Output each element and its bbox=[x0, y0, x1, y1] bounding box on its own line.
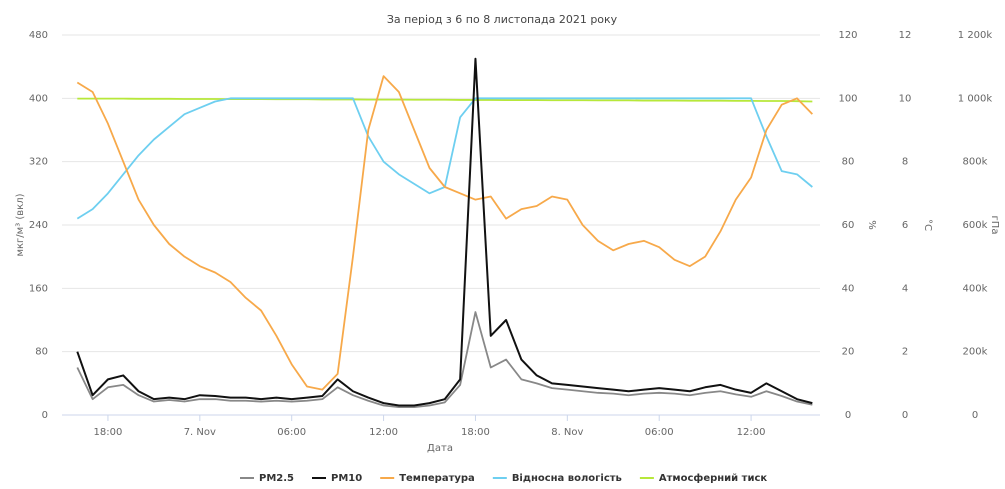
y2-tick-label: 120 bbox=[838, 30, 857, 41]
x-tick-label: 12:00 bbox=[737, 427, 766, 438]
y-tick-label: 480 bbox=[29, 30, 48, 41]
y2-tick-label: 80 bbox=[842, 157, 855, 168]
legend-label[interactable]: PM2.5 bbox=[259, 473, 294, 484]
y4-tick-label: 1 000k bbox=[958, 93, 993, 104]
x-tick-label: 7. Nov bbox=[184, 427, 216, 438]
y2-tick-label: 40 bbox=[842, 283, 855, 294]
legend-label[interactable]: PM10 bbox=[331, 473, 362, 484]
y4-tick-label: 1 200k bbox=[958, 30, 993, 41]
y3-axis-title: °C bbox=[922, 219, 933, 231]
y4-tick-label: 800k bbox=[963, 157, 988, 168]
x-tick-label: 12:00 bbox=[369, 427, 398, 438]
y-tick-label: 80 bbox=[35, 347, 48, 358]
y3-tick-label: 6 bbox=[902, 220, 908, 231]
x-axis-title: Дата bbox=[427, 443, 453, 454]
x-tick-label: 06:00 bbox=[645, 427, 674, 438]
y2-tick-label: 20 bbox=[842, 347, 855, 358]
y-tick-label: 400 bbox=[29, 93, 48, 104]
series-line bbox=[76, 311, 813, 408]
y2-tick-label: 100 bbox=[838, 93, 857, 104]
y-tick-label: 320 bbox=[29, 157, 48, 168]
y-axis-title: мкг/м³ (вкл) bbox=[15, 193, 26, 256]
series-line bbox=[76, 57, 813, 407]
y4-axis-title: гПа bbox=[989, 216, 1000, 235]
y3-tick-label: 8 bbox=[902, 157, 908, 168]
y4-tick-label: 0 bbox=[972, 410, 978, 421]
y-tick-label: 160 bbox=[29, 283, 48, 294]
series-line bbox=[77, 97, 813, 103]
y-tick-label: 0 bbox=[42, 410, 48, 421]
x-tick-label: 8. Nov bbox=[551, 427, 583, 438]
y3-tick-label: 4 bbox=[902, 283, 908, 294]
y3-tick-label: 10 bbox=[899, 93, 912, 104]
series-line bbox=[76, 97, 813, 220]
y4-tick-label: 600k bbox=[963, 220, 988, 231]
y3-tick-label: 0 bbox=[902, 410, 908, 421]
x-tick-label: 18:00 bbox=[94, 427, 123, 438]
legend-label[interactable]: Температура bbox=[399, 473, 475, 484]
y4-tick-label: 200k bbox=[963, 347, 988, 358]
y-tick-label: 240 bbox=[29, 220, 48, 231]
series-line bbox=[76, 75, 813, 391]
y2-tick-label: 0 bbox=[845, 410, 851, 421]
y2-axis-title: % bbox=[866, 220, 877, 230]
y3-tick-label: 2 bbox=[902, 347, 908, 358]
y4-tick-label: 400k bbox=[963, 283, 988, 294]
y2-tick-label: 60 bbox=[842, 220, 855, 231]
x-tick-label: 18:00 bbox=[461, 427, 490, 438]
legend-label[interactable]: Відносна вологість bbox=[512, 473, 622, 484]
y3-tick-label: 12 bbox=[899, 30, 912, 41]
chart-subtitle: За період з 6 по 8 листопада 2021 року bbox=[387, 13, 618, 26]
legend-label[interactable]: Атмосферний тиск bbox=[659, 472, 768, 484]
x-tick-label: 06:00 bbox=[277, 427, 306, 438]
